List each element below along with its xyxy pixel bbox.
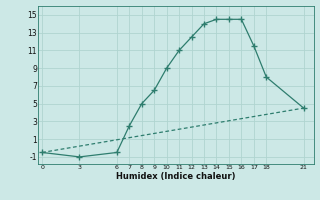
X-axis label: Humidex (Indice chaleur): Humidex (Indice chaleur) xyxy=(116,172,236,181)
